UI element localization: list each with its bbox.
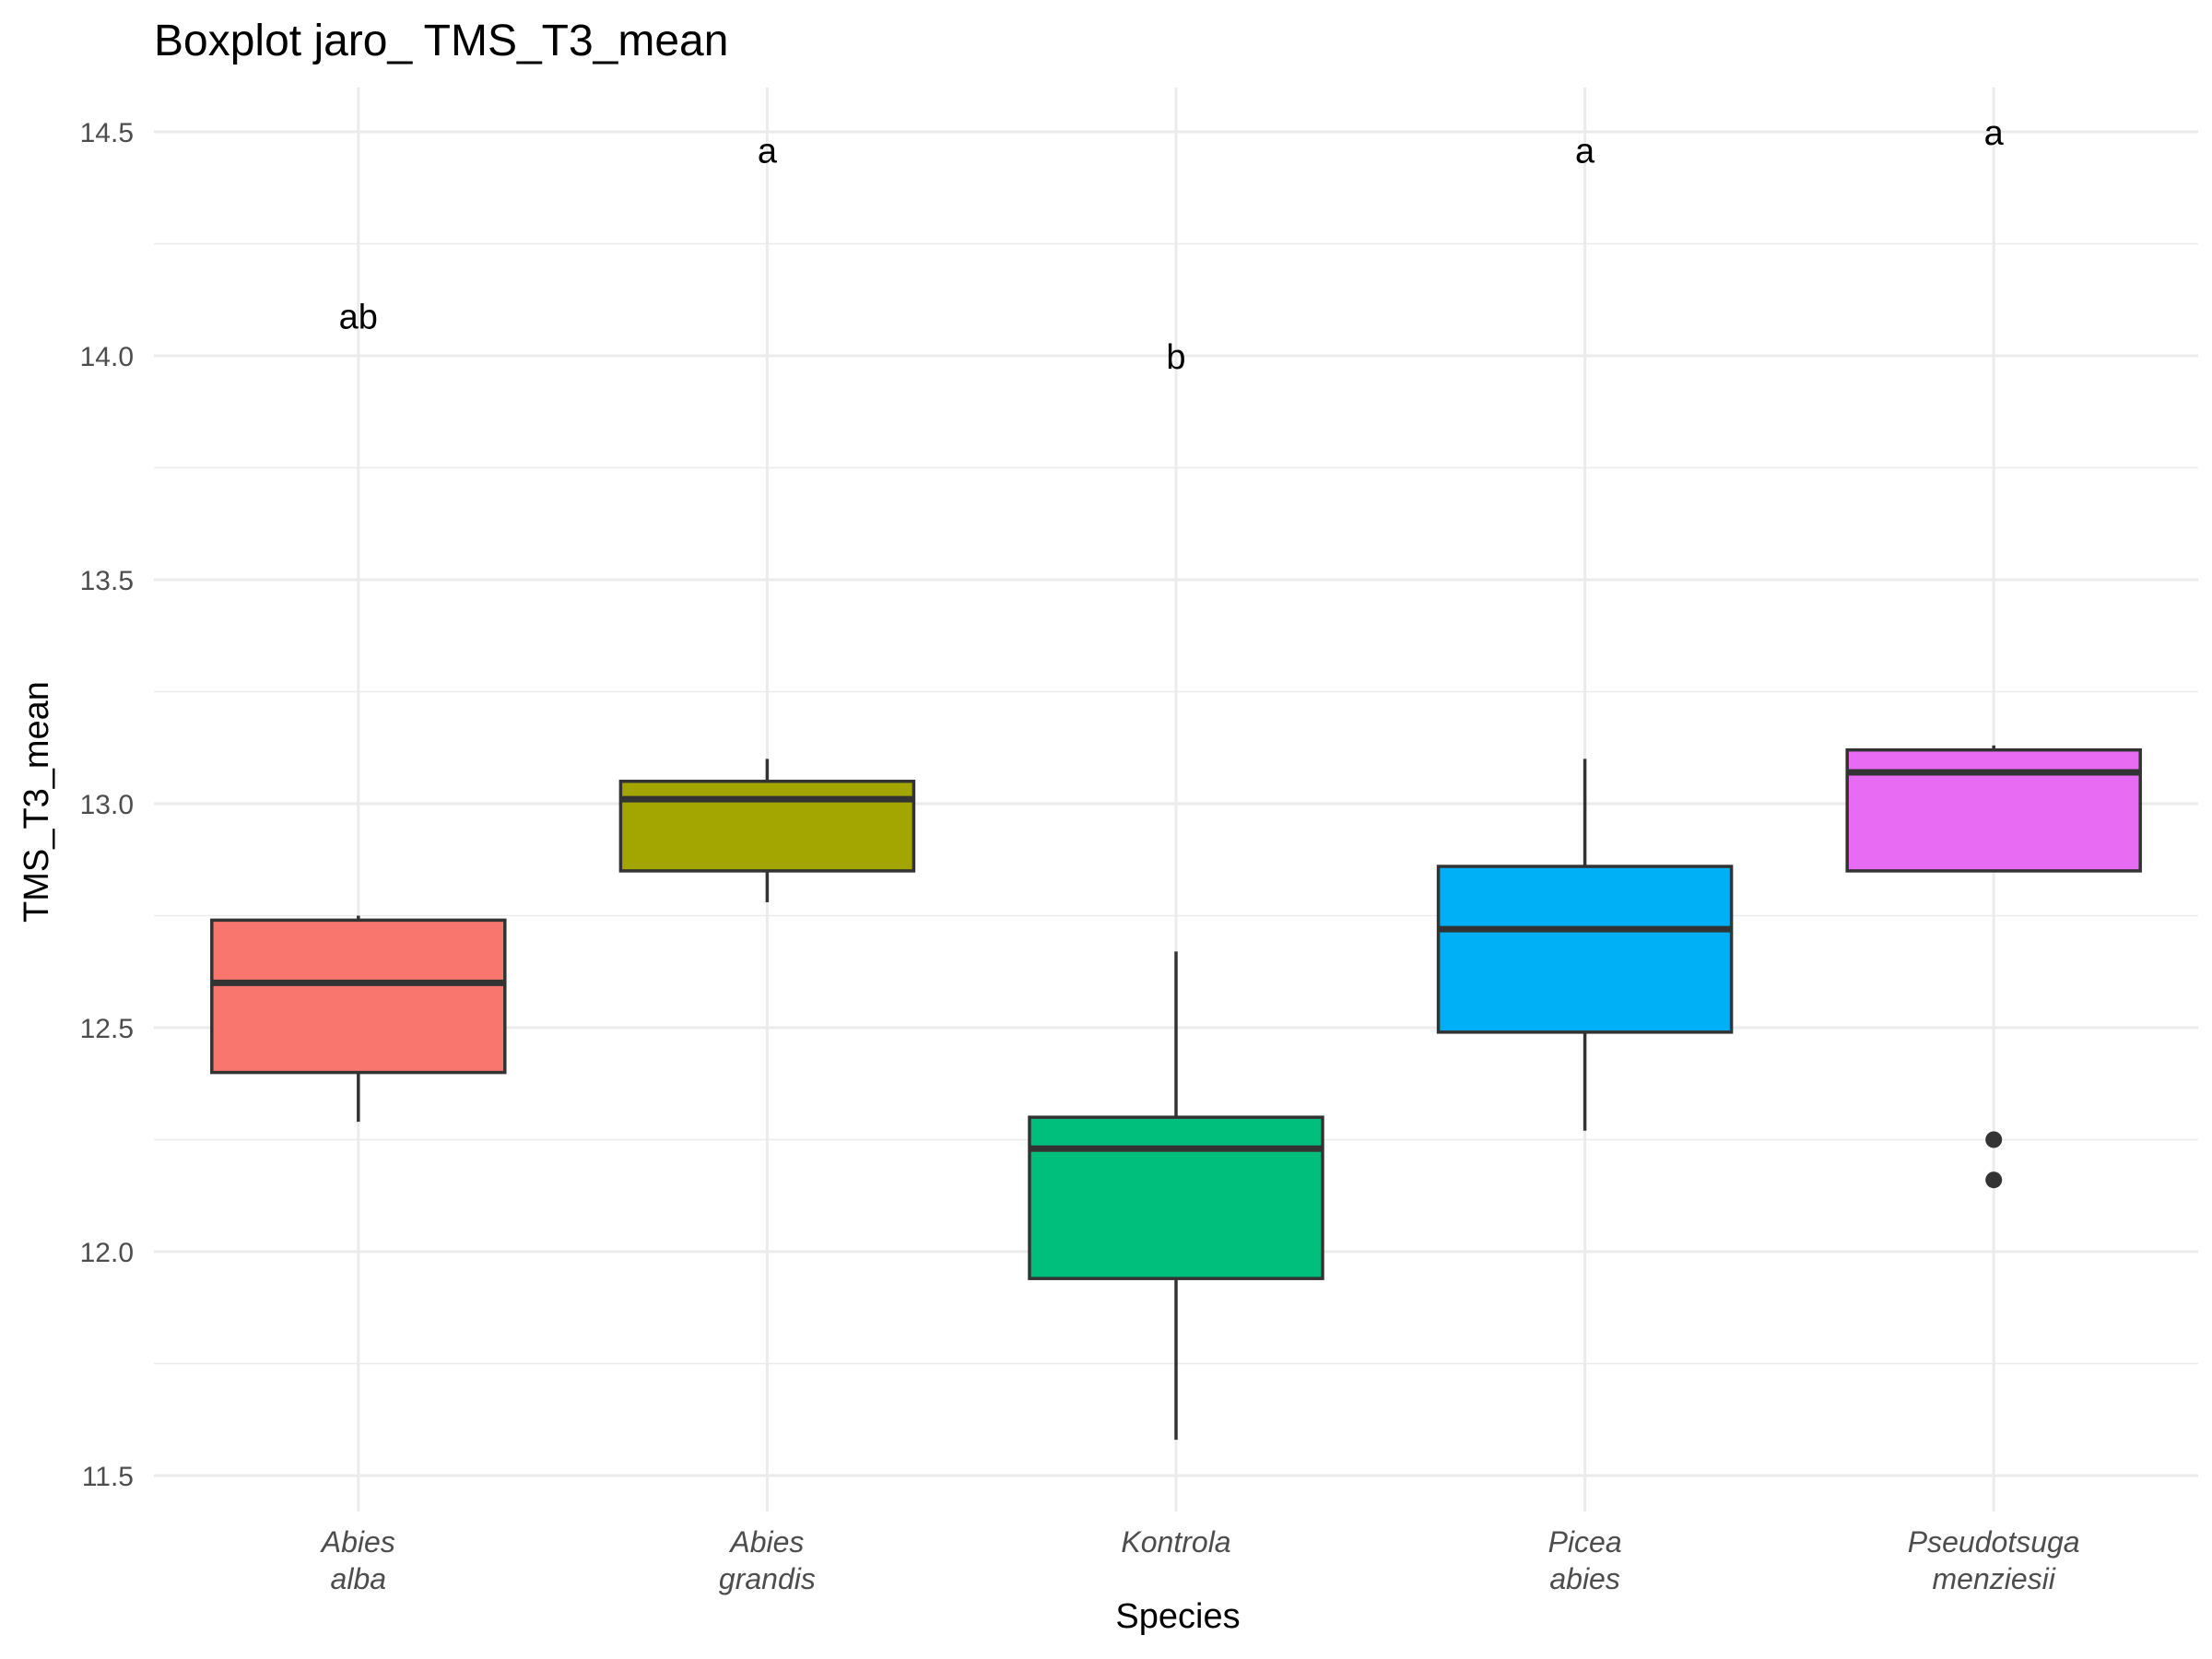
x-axis-title: Species <box>1115 1597 1240 1636</box>
x-tick-label: Abies <box>320 1525 395 1559</box>
box-body <box>1845 747 2142 873</box>
x-tick-label: Kontrola <box>1121 1525 1230 1559</box>
y-tick-label: 14.5 <box>80 118 134 148</box>
axes: 11.512.012.513.013.514.014.5AbiesalbaAbi… <box>80 118 2080 1595</box>
y-tick-label: 13.0 <box>80 790 134 820</box>
box-group <box>1845 745 2142 1189</box>
y-tick-label: 11.5 <box>82 1462 134 1492</box>
chart-title: Boxplot jaro_ TMS_T3_mean <box>154 17 728 65</box>
box-group <box>210 915 507 1123</box>
significance-letter: a <box>1575 132 1595 171</box>
box-body <box>1028 1115 1324 1280</box>
box-body <box>210 918 507 1075</box>
box-body <box>1436 865 1734 1034</box>
outlier-point <box>1985 1131 2003 1148</box>
x-tick-label: abies <box>1549 1562 1620 1595</box>
y-tick-label: 13.5 <box>80 566 134 596</box>
boxes <box>210 745 2142 1441</box>
y-tick-label: 12.5 <box>80 1014 134 1044</box>
y-axis-title: TMS_T3_mean <box>18 681 56 923</box>
box-group <box>1028 951 1324 1441</box>
box-body <box>618 779 916 873</box>
y-tick-label: 14.0 <box>80 342 134 372</box>
significance-letter: a <box>1984 114 2005 153</box>
outlier-point <box>1985 1171 2003 1189</box>
x-tick-label: alba <box>331 1562 387 1595</box>
significance-letter: a <box>758 132 778 171</box>
box-group <box>618 759 916 902</box>
box-group <box>1436 759 1734 1131</box>
x-tick-label: menziesii <box>1933 1562 2056 1595</box>
significance-letter: ab <box>339 298 378 336</box>
y-tick-label: 12.0 <box>80 1238 134 1268</box>
x-tick-label: Pseudotsuga <box>1908 1525 2080 1559</box>
x-tick-label: Picea <box>1548 1525 1622 1559</box>
significance-letter: b <box>1166 338 1185 377</box>
x-tick-label: grandis <box>719 1562 816 1595</box>
x-tick-label: Abies <box>728 1525 804 1559</box>
